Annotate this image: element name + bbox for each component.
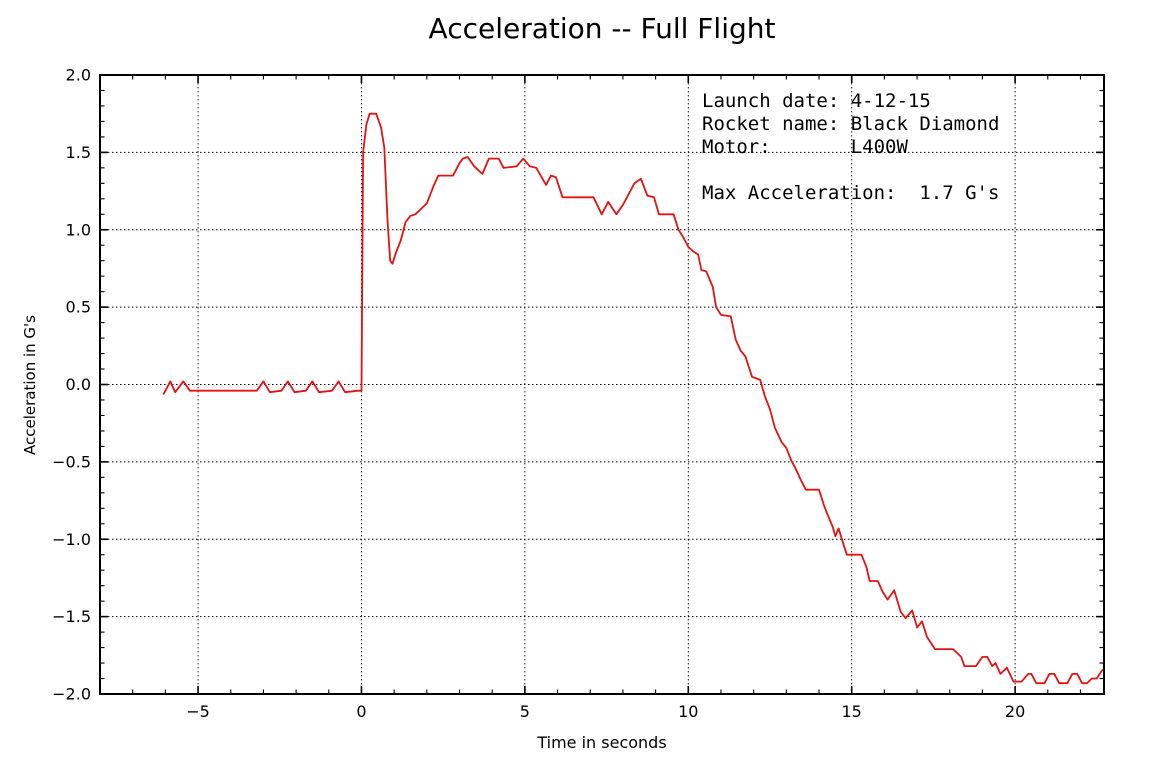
- chart-title: Acceleration -- Full Flight: [428, 12, 776, 45]
- y-tick-label: 0.5: [66, 298, 91, 317]
- x-tick-label: 20: [1005, 702, 1025, 721]
- x-tick-label: 15: [842, 702, 862, 721]
- y-tick-label: −0.5: [52, 452, 91, 471]
- x-tick-label: 10: [678, 702, 698, 721]
- x-tick-label: 0: [356, 702, 366, 721]
- x-tick-label: −5: [186, 702, 210, 721]
- acceleration-line: [162, 112, 1105, 685]
- x-axis-label: Time in seconds: [537, 733, 667, 752]
- y-tick-label: 0.0: [66, 375, 91, 394]
- x-tick-label: 5: [520, 702, 530, 721]
- y-tick-label: 1.0: [66, 220, 91, 239]
- y-tick-label: −2.0: [52, 685, 91, 704]
- y-tick-label: −1.0: [52, 530, 91, 549]
- y-tick-label: 2.0: [66, 66, 91, 85]
- y-tick-label: 1.5: [66, 143, 91, 162]
- y-tick-label: −1.5: [52, 607, 91, 626]
- annotation-box: Launch date: 4-12-15 Rocket name: Black …: [702, 90, 1000, 204]
